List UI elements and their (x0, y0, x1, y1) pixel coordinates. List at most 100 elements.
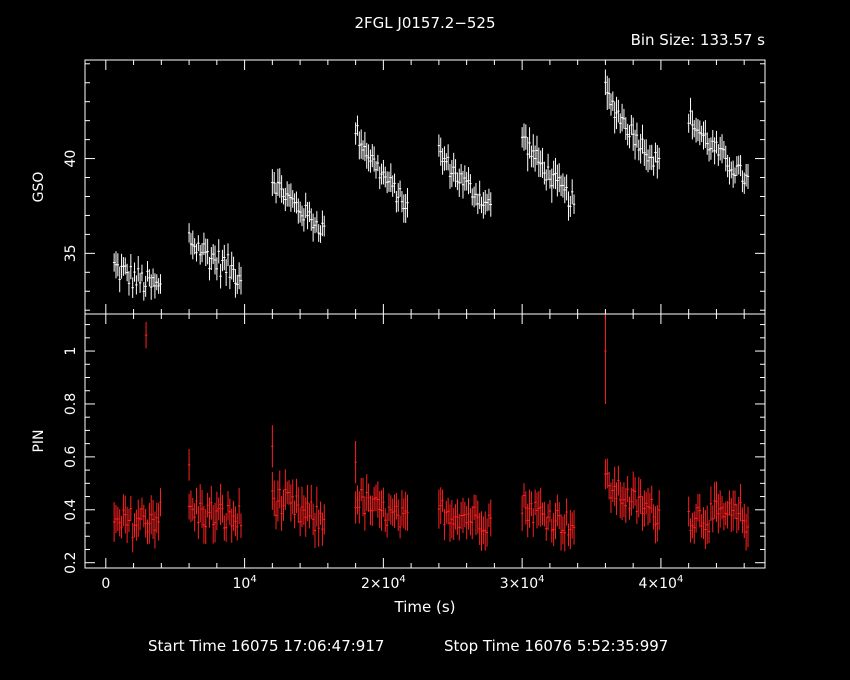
pin-data-point (273, 480, 276, 517)
pin-data-point (469, 507, 472, 536)
gso-data-point (657, 147, 661, 170)
gso-data-point (306, 202, 309, 230)
gso-data-point (476, 193, 480, 215)
bin-size-label: Bin Size: 133.57 s (631, 31, 766, 49)
gso-data-point (310, 208, 313, 231)
gso-data-point (626, 123, 629, 146)
pin-data-point (155, 502, 158, 534)
gso-data-point (700, 125, 703, 143)
pin-data-point (484, 511, 487, 551)
pin-data-point (528, 489, 531, 528)
gso-data-point (131, 277, 134, 298)
gso-data-point (448, 163, 452, 189)
pin-ytick-label: 1 (63, 347, 79, 356)
pin-data-point (310, 484, 313, 520)
pin-data-point (520, 495, 524, 531)
gso-data-point (467, 167, 470, 195)
pin-data-point (315, 486, 319, 527)
pin-data-point (456, 499, 459, 535)
pin-data-point (210, 485, 213, 520)
pin-data-point (236, 513, 239, 541)
gso-data-point (737, 155, 740, 175)
gso-data-point (376, 154, 380, 172)
gso-data-point (361, 140, 365, 160)
pin-data-point (648, 492, 652, 523)
pin-data-point (630, 487, 633, 516)
gso-data-point (300, 205, 304, 227)
time-xtick-label: 3×104 (500, 574, 545, 592)
gso-data-point (706, 132, 709, 155)
pin-data-point (274, 501, 278, 530)
pin-data-point (228, 498, 232, 526)
gso-data-point (228, 265, 232, 290)
gso-data-point (635, 122, 639, 148)
pin-data-point (202, 505, 206, 544)
stop-time-label: Stop Time 16076 5:52:35:997 (444, 637, 668, 655)
gso-data-point (208, 256, 211, 281)
pin-data-point (125, 506, 129, 544)
pin-data-point (406, 494, 409, 531)
pin-data-point (737, 496, 740, 531)
pin-data-point (393, 494, 396, 528)
gso-data-point (204, 238, 207, 267)
gso-data-point (687, 113, 690, 133)
pin-axis-ticks (85, 314, 765, 568)
gso-data-point (570, 179, 574, 205)
gso-data-point (197, 235, 200, 252)
pin-data-point (572, 510, 576, 545)
pin-data-point (237, 488, 241, 525)
pin-data-point (524, 491, 528, 525)
gso-data-point (234, 269, 237, 298)
pin-data-point (652, 504, 655, 530)
pin-data-point (148, 502, 151, 544)
gso-data-point (744, 163, 748, 187)
pin-data-point (709, 486, 713, 522)
pin-data-point (159, 488, 162, 517)
gso-data-point (321, 210, 324, 237)
pin-data-point (127, 509, 131, 533)
gso-data-point (189, 233, 193, 255)
gso-data-point (298, 201, 302, 223)
pin-data-point (146, 519, 149, 545)
pin-data-point (467, 498, 470, 530)
gso-data-point (689, 97, 692, 125)
gso-data-point (155, 274, 158, 291)
pin-data-point (295, 478, 298, 514)
pin-data-point (622, 482, 626, 518)
gso-data-point (539, 150, 542, 178)
pin-data-point (691, 512, 694, 539)
pin-data-point (306, 484, 309, 522)
gso-data-point (387, 171, 391, 192)
gso-data-point (459, 164, 463, 184)
gso-data-point (554, 157, 557, 190)
pin-data-point (546, 504, 550, 531)
gso-data-point (217, 239, 220, 264)
gso-data-point (213, 245, 217, 275)
gso-data-point (297, 198, 300, 224)
pin-data-point (656, 505, 659, 542)
pin-data-point (397, 499, 400, 531)
pin-data-point (450, 500, 454, 539)
start-time-label: Start Time 16075 17:06:47:917 (148, 637, 384, 655)
pin-data-point (313, 512, 317, 548)
time-xtick-label: 2×104 (361, 574, 406, 592)
gso-data-point (200, 243, 204, 263)
pin-data-point (744, 513, 748, 551)
pin-data-point (378, 491, 381, 528)
gso-data-point (282, 188, 285, 205)
pin-data-point (151, 500, 155, 540)
gso-data-point (735, 156, 739, 177)
gso-data-point (609, 93, 613, 116)
pin-data-point (644, 491, 648, 515)
gso-data-point (724, 145, 727, 172)
pin-data-point (530, 491, 533, 517)
pin-data-point (382, 487, 385, 517)
gso-data-point (148, 269, 151, 287)
gso-data-point (398, 180, 402, 197)
pin-data-point (280, 496, 283, 532)
pin-data-point (465, 505, 468, 540)
pin-data-point (354, 441, 357, 484)
pin-data-point (369, 495, 372, 526)
gso-data-point (545, 169, 548, 191)
pin-data-point (458, 514, 461, 541)
